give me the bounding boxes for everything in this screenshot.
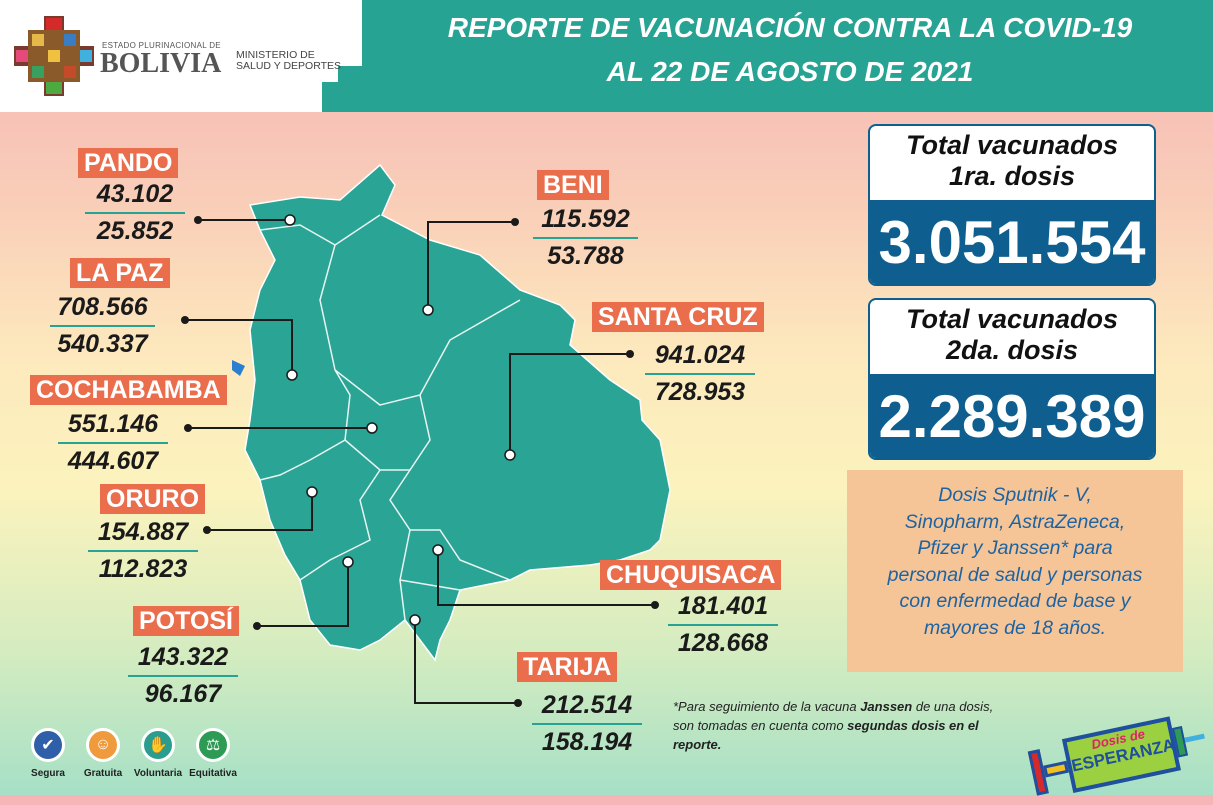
department-label: BENI: [537, 170, 609, 200]
department-label: TARIJA: [517, 652, 618, 682]
total-second-dose-value: 2.289.389: [870, 374, 1154, 458]
second-dose-value: 96.167: [144, 680, 222, 708]
ministry-name: MINISTERIO DE SALUD Y DEPORTES: [236, 49, 342, 72]
janssen-footnote: *Para seguimiento de la vacuna Janssen d…: [673, 699, 994, 752]
badge-label: Gratuita: [83, 768, 123, 779]
value-divider: [645, 373, 755, 375]
second-dose-value: 444.607: [67, 447, 159, 475]
value-divider: [532, 723, 642, 725]
department-borders: [259, 214, 521, 621]
first-dose-value: 115.592: [541, 205, 630, 233]
bolivia-logo: [14, 16, 94, 96]
value-divider: [668, 624, 778, 626]
second-dose-value: 25.852: [96, 217, 174, 245]
vaccine-info-box: Dosis Sputnik - V, Sinopharm, AstraZeneca…: [847, 470, 1183, 672]
scales-icon: ⚖: [196, 728, 230, 762]
header-banner: [362, 0, 1213, 82]
department-label: PANDO: [78, 148, 179, 178]
first-dose-value: 708.566: [57, 293, 148, 321]
value-divider: [88, 550, 198, 552]
first-dose-value: 43.102: [96, 180, 174, 208]
logo-main-text: BOLIVIA: [100, 48, 222, 79]
second-dose-value: 158.194: [541, 728, 633, 756]
lake-titicaca: [232, 360, 245, 376]
first-dose-value: 551.146: [67, 410, 159, 438]
second-dose-value: 728.953: [654, 378, 746, 406]
total-first-dose-value: 3.051.554: [870, 200, 1154, 284]
first-dose-value: 212.514: [541, 691, 633, 719]
value-divider: [85, 212, 185, 214]
logo-top-text: ESTADO PLURINACIONAL DE: [102, 41, 221, 50]
department-label: CHUQUISACA: [600, 560, 782, 590]
capital-markers: [284, 214, 516, 626]
department-label: POTOSÍ: [133, 606, 240, 636]
value-divider: [128, 675, 238, 677]
leader-lines: [185, 219, 655, 704]
first-dose-value: 143.322: [137, 643, 229, 671]
second-dose-value: 128.668: [677, 629, 769, 657]
report-title: REPORTE DE VACUNACIÓN CONTRA LA COVID-19: [447, 12, 1133, 43]
department-label: LA PAZ: [70, 258, 170, 288]
shield-check-icon: ✔: [31, 728, 65, 762]
department-label: COCHABAMBA: [30, 375, 227, 405]
value-divider: [58, 442, 168, 444]
department-label: SANTA CRUZ: [592, 302, 764, 332]
second-dose-value: 540.337: [57, 330, 148, 358]
department-label: ORURO: [100, 484, 206, 514]
leader-dots: [181, 216, 659, 707]
value-divider: [533, 237, 638, 239]
badge-label: Voluntaria: [133, 768, 183, 779]
second-dose-value: 112.823: [98, 555, 188, 583]
raised-hand-icon: ✋: [141, 728, 175, 762]
first-dose-value: 154.887: [97, 518, 189, 546]
value-divider: [50, 325, 155, 327]
badge-label: Segura: [31, 768, 65, 779]
first-dose-value: 181.401: [677, 592, 769, 620]
badge-label: Equitativa: [189, 768, 237, 779]
report-date: AL 22 DE AGOSTO DE 2021: [606, 56, 974, 87]
smiley-icon: ☺: [86, 728, 120, 762]
first-dose-value: 941.024: [654, 341, 746, 369]
total-first-dose-card: Total vacunados 1ra. dosis 3.051.554: [868, 124, 1156, 286]
total-second-dose-card: Total vacunados 2da. dosis 2.289.389: [868, 298, 1156, 460]
second-dose-value: 53.788: [547, 242, 624, 270]
